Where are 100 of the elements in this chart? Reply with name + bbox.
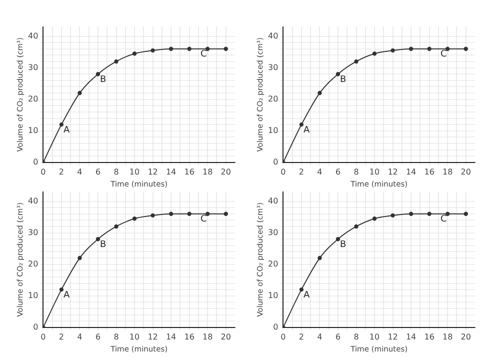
annotation: C	[200, 214, 207, 225]
x-tick-label: 2	[298, 167, 304, 176]
x-tick-label: 12	[388, 332, 398, 342]
annotation: B	[100, 240, 106, 250]
x-tick-label: 18	[202, 332, 213, 342]
x-tick-label: 6	[95, 167, 101, 176]
point	[78, 256, 82, 260]
x-tick-label: 10	[129, 167, 140, 176]
point	[464, 46, 468, 51]
x-tick-label: 8	[114, 167, 119, 176]
y-tick-label: 10	[268, 126, 278, 135]
point	[408, 46, 414, 51]
point	[299, 287, 304, 292]
y-tick-label: 0	[33, 157, 38, 166]
point	[372, 216, 377, 221]
y-tick-label: 10	[268, 290, 278, 300]
point	[336, 72, 340, 76]
point	[318, 256, 322, 260]
y-tick-label: 10	[28, 290, 38, 300]
point	[168, 46, 174, 51]
point	[150, 48, 155, 53]
x-tick-label: 14	[406, 332, 416, 342]
x-tick-label: 6	[95, 332, 101, 342]
y-tick-label: 20	[268, 94, 278, 104]
x-tick-label: 14	[166, 167, 176, 176]
x-tick-label: 14	[166, 332, 176, 342]
x-tick-label: 4	[317, 167, 322, 176]
annotation: A	[303, 125, 310, 136]
annotation: A	[303, 290, 310, 300]
annotation: B	[340, 74, 346, 85]
annotation: C	[440, 214, 447, 225]
x-tick-label: 10	[129, 332, 140, 342]
y-tick-label: 30	[268, 62, 278, 72]
point	[114, 59, 118, 64]
x-tick-label: 4	[317, 332, 322, 342]
x-tick-label: 12	[148, 167, 158, 176]
x-tick-label: 16	[184, 167, 194, 176]
x-tick-label: 14	[406, 167, 416, 176]
annotation: A	[63, 125, 70, 136]
y-tick-label: 0	[273, 157, 278, 166]
annotation: A	[63, 290, 70, 300]
x-tick-label: 8	[354, 332, 359, 342]
x-tick-label: 0	[280, 332, 286, 342]
point	[132, 216, 137, 221]
annotation: C	[200, 50, 207, 60]
x-tick-label: 4	[77, 167, 82, 176]
y-tick-label: 10	[28, 126, 38, 135]
x-tick-label: 20	[220, 332, 231, 342]
annotation: B	[100, 74, 106, 85]
x-tick-label: 10	[369, 332, 380, 342]
x-tick-label: 0	[280, 167, 286, 176]
y-tick-label: 40	[28, 196, 38, 206]
point	[187, 46, 192, 51]
point	[224, 212, 228, 216]
point	[445, 46, 450, 51]
point	[205, 212, 210, 216]
x-tick-label: 6	[335, 332, 341, 342]
x-tick-label: 8	[354, 167, 359, 176]
x-tick-label: 10	[369, 167, 380, 176]
x-tick-label: 8	[114, 332, 119, 342]
y-tick-label: 20	[28, 94, 38, 104]
annotation: B	[340, 240, 346, 250]
point	[427, 212, 432, 216]
y-tick-label: 30	[28, 62, 38, 72]
point	[59, 122, 64, 127]
point	[59, 287, 64, 292]
point	[205, 46, 210, 51]
x-tick-label: 0	[40, 167, 46, 176]
point	[390, 213, 395, 218]
x-tick-label: 20	[460, 167, 471, 176]
y-tick-label: 0	[273, 322, 278, 332]
x-tick-label: 2	[58, 332, 64, 342]
x-tick-label: 18	[442, 332, 453, 342]
x-tick-label: 6	[335, 167, 341, 176]
y-tick-label: 40	[268, 196, 278, 206]
y-tick-label: 30	[268, 228, 278, 237]
point	[150, 213, 155, 218]
annotation: C	[440, 50, 447, 60]
point	[187, 212, 192, 216]
point	[96, 72, 100, 76]
x-tick-label: 12	[388, 167, 398, 176]
point	[464, 212, 468, 216]
point	[96, 237, 100, 242]
point	[372, 52, 377, 56]
x-tick-label: 18	[442, 167, 453, 176]
x-tick-label: 16	[184, 332, 194, 342]
point	[168, 212, 174, 216]
x-tick-label: 2	[58, 167, 64, 176]
x-tick-label: 20	[220, 167, 231, 176]
point	[224, 46, 228, 51]
x-tick-label: 20	[460, 332, 471, 342]
point	[299, 122, 304, 127]
y-tick-label: 30	[28, 228, 38, 237]
point	[132, 52, 137, 56]
x-tick-label: 4	[77, 332, 82, 342]
point	[318, 90, 322, 96]
y-tick-label: 40	[268, 31, 278, 40]
x-tick-label: 12	[148, 332, 158, 342]
point	[336, 237, 340, 242]
point	[427, 46, 432, 51]
